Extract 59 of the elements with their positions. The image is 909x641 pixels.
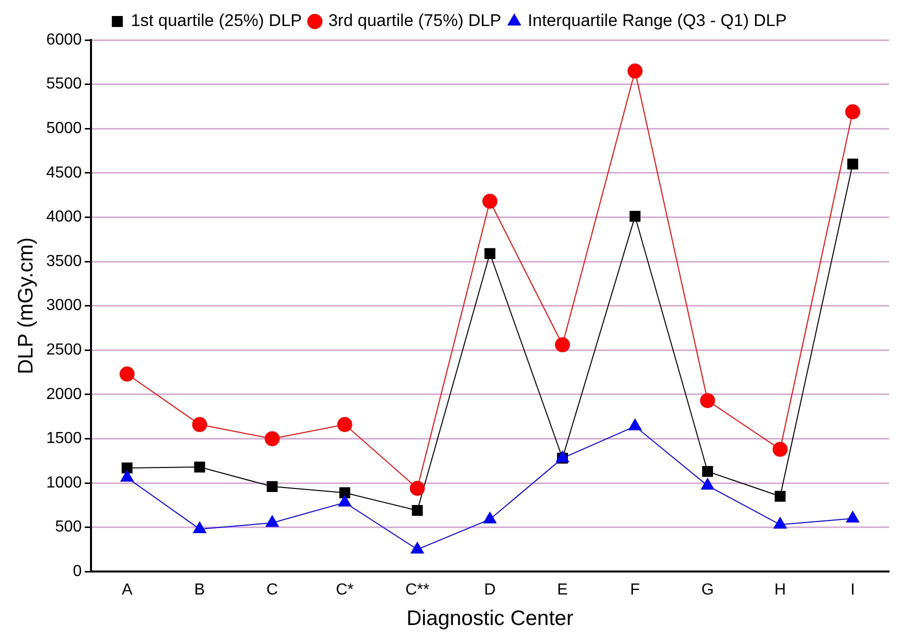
point — [337, 417, 352, 432]
point — [266, 515, 279, 527]
point — [120, 470, 134, 482]
point — [483, 512, 496, 524]
x-tick-label: I — [850, 582, 855, 599]
y-tick-label: 2500 — [46, 342, 82, 359]
x-axis-title: Diagnostic Center — [406, 607, 574, 630]
point — [266, 481, 278, 492]
point — [628, 418, 642, 430]
point — [702, 466, 714, 477]
y-tick-label: 5500 — [46, 76, 82, 93]
x-tick-label: D — [484, 582, 496, 599]
point — [338, 494, 352, 506]
point — [628, 64, 643, 79]
point — [845, 104, 860, 120]
point — [120, 366, 135, 382]
point — [122, 462, 133, 474]
y-tick-label: 2000 — [46, 386, 82, 403]
point — [264, 431, 280, 446]
point — [192, 417, 208, 432]
point — [846, 510, 860, 522]
point — [701, 478, 714, 490]
x-tick-label: C* — [336, 582, 354, 599]
x-tick-label: H — [774, 582, 786, 599]
y-tick-label: 0 — [72, 563, 82, 580]
y-tick-label: 500 — [55, 518, 82, 536]
point — [482, 194, 498, 209]
y-tick-label: 3500 — [46, 252, 82, 270]
point — [772, 442, 788, 457]
x-tick-label: C — [266, 582, 278, 599]
point — [700, 393, 716, 408]
point — [630, 210, 640, 222]
point — [193, 522, 206, 534]
x-tick-label: A — [122, 582, 133, 599]
legend-label: 1st quartile (25%) DLP — [130, 11, 302, 30]
y-tick-label: 4000 — [46, 208, 82, 226]
point — [410, 542, 424, 554]
x-tick-label: G — [701, 582, 714, 599]
y-tick-label: 1000 — [46, 474, 82, 492]
point — [412, 505, 423, 516]
x-tick-label: B — [194, 582, 205, 599]
y-tick-label: 5000 — [46, 120, 82, 138]
x-tick-label: F — [630, 582, 640, 599]
y-tick-label: 1500 — [46, 430, 82, 448]
y-tick-label: 3000 — [46, 297, 82, 314]
y-tick-label: 6000 — [46, 31, 82, 48]
x-tick-label: C** — [405, 582, 430, 599]
legend-label: 3rd quartile (75%) DLP — [328, 11, 502, 30]
legend-label: Interquartile Range (Q3 - Q1) DLP — [528, 11, 787, 30]
point — [410, 480, 425, 496]
point — [194, 462, 206, 472]
point — [554, 337, 570, 352]
y-axis-title: DLP (mGy.cm) — [14, 237, 38, 374]
point — [484, 248, 496, 259]
point — [847, 158, 858, 170]
point — [774, 517, 787, 529]
point — [774, 490, 786, 502]
x-tick-label: E — [557, 582, 568, 599]
y-tick-label: 4500 — [46, 164, 82, 182]
